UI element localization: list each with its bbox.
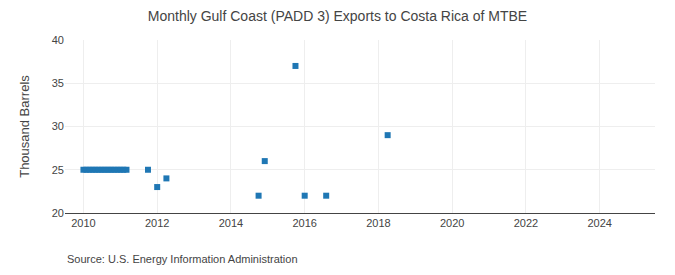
svg-text:2022: 2022 — [514, 217, 538, 229]
svg-text:Monthly Gulf Coast (PADD 3) Ex: Monthly Gulf Coast (PADD 3) Exports to C… — [148, 8, 527, 24]
svg-text:Thousand Barrels: Thousand Barrels — [17, 75, 32, 178]
svg-text:25: 25 — [52, 164, 64, 176]
svg-text:Source: U.S. Energy Informatio: Source: U.S. Energy Information Administ… — [67, 253, 298, 265]
svg-text:2020: 2020 — [440, 217, 464, 229]
svg-text:35: 35 — [52, 77, 64, 89]
svg-text:2018: 2018 — [366, 217, 390, 229]
svg-text:2012: 2012 — [145, 217, 169, 229]
svg-text:2016: 2016 — [292, 217, 316, 229]
svg-text:2024: 2024 — [587, 217, 611, 229]
svg-text:20: 20 — [52, 207, 64, 219]
svg-text:40: 40 — [52, 34, 64, 46]
svg-text:30: 30 — [52, 120, 64, 132]
svg-text:2010: 2010 — [71, 217, 95, 229]
svg-text:2014: 2014 — [219, 217, 243, 229]
